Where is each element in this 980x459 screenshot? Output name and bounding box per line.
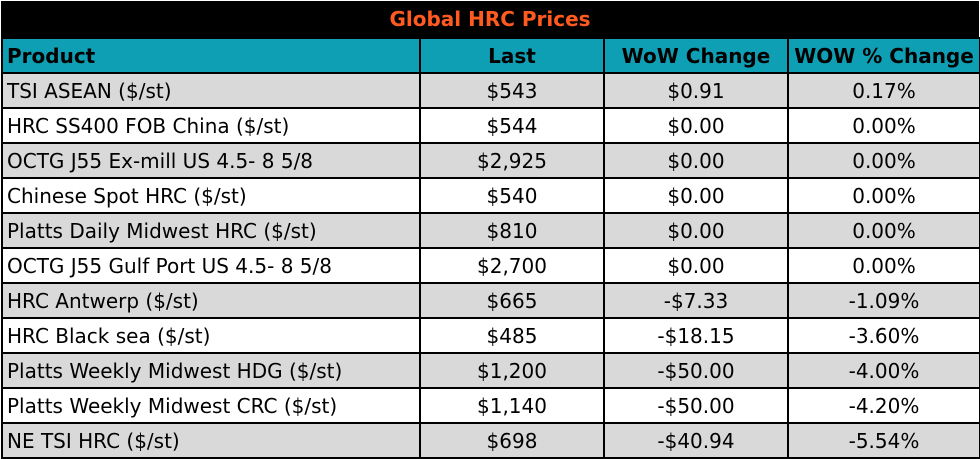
table-row: HRC Black sea ($/st) $485 -$18.15 -3.60% — [1, 317, 980, 354]
cell-product: OCTG J55 Ex-mill US 4.5- 8 5/8 — [1, 142, 421, 179]
cell-wow-change: -$50.00 — [603, 387, 789, 424]
header-row: Product Last WoW Change WOW % Change — [1, 37, 980, 74]
cell-last: $485 — [419, 317, 605, 354]
table-row: HRC Antwerp ($/st) $665 -$7.33 -1.09% — [1, 282, 980, 319]
cell-product: HRC Black sea ($/st) — [1, 317, 421, 354]
cell-wow-pct-change: 0.17% — [787, 72, 980, 109]
cell-wow-change: $0.00 — [603, 177, 789, 214]
cell-wow-pct-change: -5.54% — [787, 422, 980, 459]
table-row: Platts Weekly Midwest HDG ($/st) $1,200 -$… — [1, 352, 980, 389]
cell-last: $2,925 — [419, 142, 605, 179]
table-row: Platts Daily Midwest HRC ($/st) $810 $0.00… — [1, 212, 980, 249]
cell-wow-pct-change: -4.20% — [787, 387, 980, 424]
cell-product: TSI ASEAN ($/st) — [1, 72, 421, 109]
cell-wow-change: -$18.15 — [603, 317, 789, 354]
price-table: Product Last WoW Change WOW % Change TSI… — [1, 37, 980, 459]
cell-product: Chinese Spot HRC ($/st) — [1, 177, 421, 214]
table-row: Chinese Spot HRC ($/st) $540 $0.00 0.00% — [1, 177, 980, 214]
cell-product: HRC Antwerp ($/st) — [1, 282, 421, 319]
cell-wow-change: $0.00 — [603, 142, 789, 179]
cell-wow-pct-change: -4.00% — [787, 352, 980, 389]
cell-wow-pct-change: 0.00% — [787, 107, 980, 144]
cell-product: Platts Daily Midwest HRC ($/st) — [1, 212, 421, 249]
table-body: TSI ASEAN ($/st) $543 $0.91 0.17% HRC SS400 … — [1, 72, 980, 459]
cell-wow-change: $0.00 — [603, 107, 789, 144]
table-row: NE TSI HRC ($/st) $698 -$40.94 -5.54% — [1, 422, 980, 459]
table-title: Global HRC Prices — [1, 1, 979, 37]
cell-last: $698 — [419, 422, 605, 459]
table-row: Platts Weekly Midwest CRC ($/st) $1,140 -$… — [1, 387, 980, 424]
header-wow-pct-change: WOW % Change — [787, 37, 980, 74]
table-header: Product Last WoW Change WOW % Change — [1, 37, 980, 74]
cell-product: HRC SS400 FOB China ($/st) — [1, 107, 421, 144]
cell-wow-pct-change: -1.09% — [787, 282, 980, 319]
cell-last: $1,140 — [419, 387, 605, 424]
cell-wow-pct-change: 0.00% — [787, 212, 980, 249]
cell-wow-pct-change: 0.00% — [787, 247, 980, 284]
header-last: Last — [419, 37, 605, 74]
cell-wow-change: $0.91 — [603, 72, 789, 109]
cell-wow-change: -$50.00 — [603, 352, 789, 389]
cell-last: $543 — [419, 72, 605, 109]
cell-last: $810 — [419, 212, 605, 249]
cell-wow-change: -$40.94 — [603, 422, 789, 459]
header-wow-change: WoW Change — [603, 37, 789, 74]
cell-last: $2,700 — [419, 247, 605, 284]
cell-wow-change: $0.00 — [603, 247, 789, 284]
cell-product: Platts Weekly Midwest HDG ($/st) — [1, 352, 421, 389]
table-row: TSI ASEAN ($/st) $543 $0.91 0.17% — [1, 72, 980, 109]
header-product: Product — [1, 37, 421, 74]
cell-wow-change: -$7.33 — [603, 282, 789, 319]
cell-product: Platts Weekly Midwest CRC ($/st) — [1, 387, 421, 424]
cell-last: $544 — [419, 107, 605, 144]
cell-last: $540 — [419, 177, 605, 214]
cell-wow-pct-change: 0.00% — [787, 142, 980, 179]
cell-last: $1,200 — [419, 352, 605, 389]
table-row: OCTG J55 Gulf Port US 4.5- 8 5/8 $2,700 $0… — [1, 247, 980, 284]
cell-product: NE TSI HRC ($/st) — [1, 422, 421, 459]
table-row: HRC SS400 FOB China ($/st) $544 $0.00 0.00% — [1, 107, 980, 144]
table-row: OCTG J55 Ex-mill US 4.5- 8 5/8 $2,925 $0.0… — [1, 142, 980, 179]
cell-wow-change: $0.00 — [603, 212, 789, 249]
cell-last: $665 — [419, 282, 605, 319]
cell-wow-pct-change: -3.60% — [787, 317, 980, 354]
cell-wow-pct-change: 0.00% — [787, 177, 980, 214]
cell-product: OCTG J55 Gulf Port US 4.5- 8 5/8 — [1, 247, 421, 284]
